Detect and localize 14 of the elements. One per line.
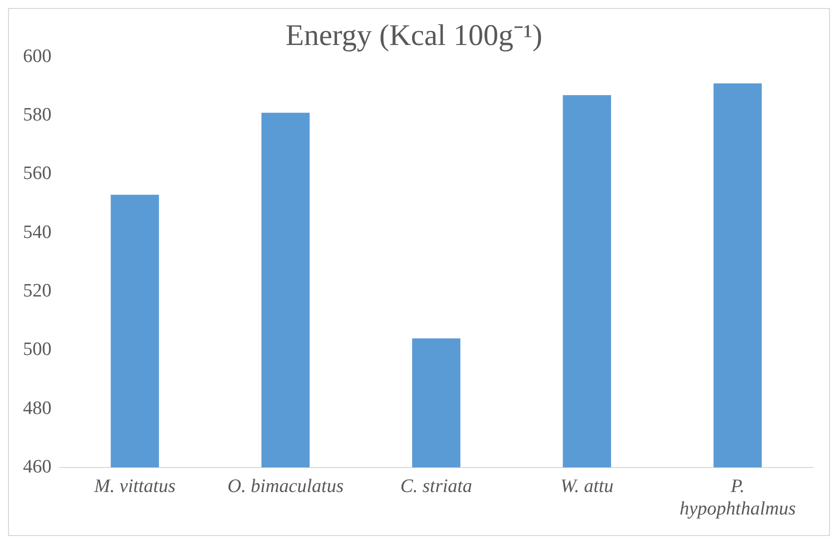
y-tick-label: 500: [23, 339, 52, 360]
x-tick-label: O. bimaculatus: [227, 476, 344, 497]
x-tick-label: C. striata: [400, 476, 472, 497]
y-tick-label: 580: [23, 104, 52, 126]
y-tick-label: 600: [23, 46, 52, 67]
x-tick-label: P. hypophthalmus: [680, 476, 796, 520]
x-tick-label: W. attu: [560, 476, 614, 497]
y-tick-label: 480: [23, 398, 52, 419]
y-tick-label: 540: [23, 222, 52, 243]
y-tick-label: 520: [23, 280, 52, 302]
y-tick-label: 460: [23, 456, 52, 478]
chart-title: Energy (Kcal 100g⁻¹): [286, 18, 542, 52]
x-tick-label: M. vittatus: [93, 476, 176, 497]
y-tick-label: 560: [23, 163, 52, 184]
